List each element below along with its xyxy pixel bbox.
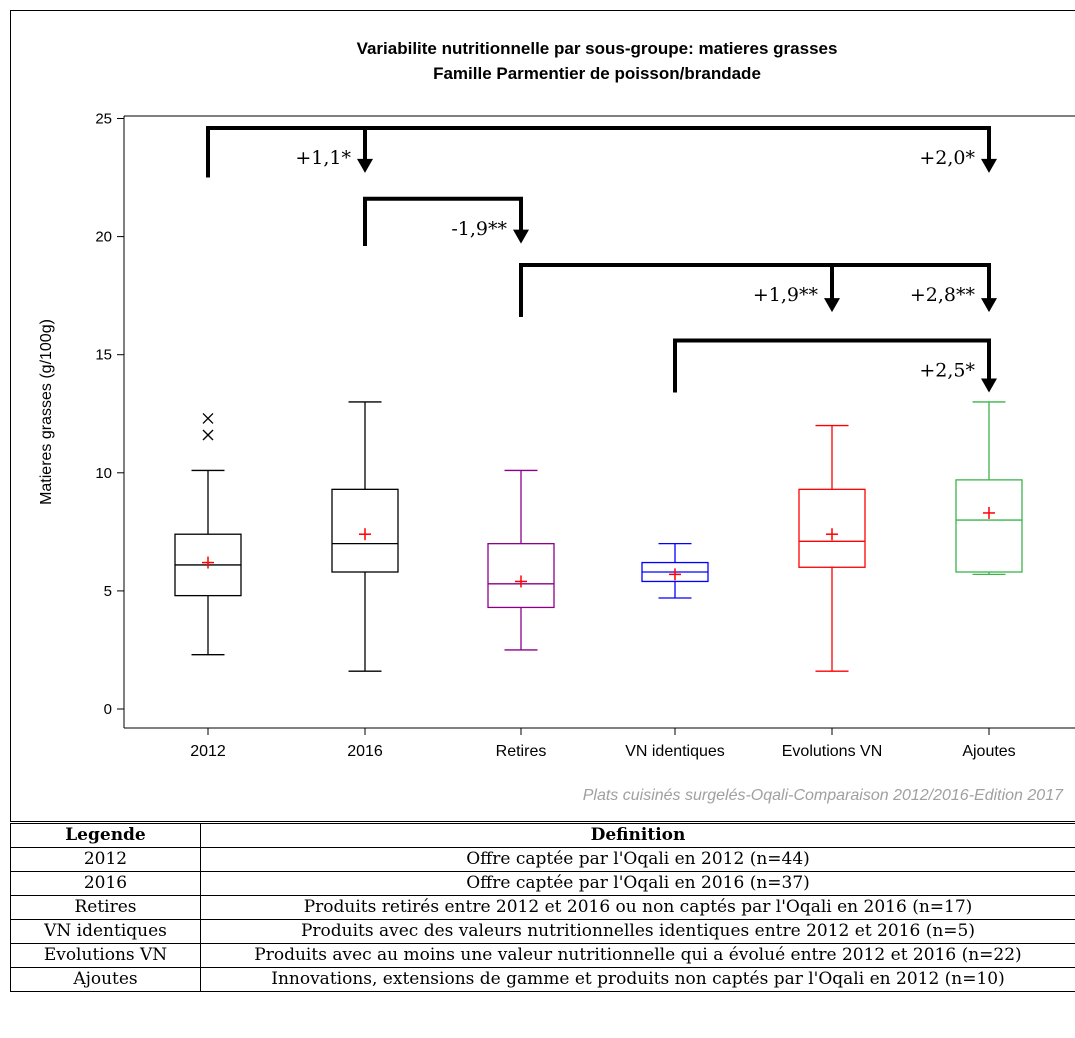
header-definition: Definition <box>200 823 1075 848</box>
row-definition: Produits avec des valeurs nutritionnelle… <box>200 919 1075 944</box>
significance-bracket <box>363 196 523 247</box>
y-tick-label: 10 <box>95 465 112 482</box>
y-tick-label: 25 <box>95 111 112 128</box>
significance-label: +2,8** <box>910 284 976 306</box>
table-row: VN identiques Produits avec des valeurs … <box>10 919 1075 944</box>
significance-bracket <box>519 262 991 317</box>
header-legende: Legende <box>10 823 201 848</box>
significance-label: -1,9** <box>451 218 507 240</box>
significance-arrowhead <box>981 378 997 393</box>
row-legend: Ajoutes <box>10 967 201 992</box>
significance-bracket <box>673 338 991 393</box>
boxplot-chart: Variabilite nutritionnelle par sous-grou… <box>38 39 1075 804</box>
y-tick-label: 15 <box>95 347 112 364</box>
x-tick-label: Evolutions VN <box>782 743 883 760</box>
source-note: Plats cuisinés surgelés-Oqali-Comparaiso… <box>583 787 1064 804</box>
y-tick-label: 20 <box>95 229 112 246</box>
y-axis-label: Matieres grasses (g/100g) <box>38 319 55 505</box>
table-row: Ajoutes Innovations, extensions de gamme… <box>10 967 1075 992</box>
x-tick-label: VN identiques <box>625 743 725 760</box>
outlier-point <box>202 429 214 441</box>
row-definition: Produits retirés entre 2012 et 2016 ou n… <box>200 895 1075 920</box>
x-tick-label: Ajoutes <box>962 743 1015 760</box>
legend-table: Legende Definition 2012 Offre captée par… <box>10 823 1075 992</box>
table-row: Evolutions VN Produits avec au moins une… <box>10 943 1075 968</box>
row-legend: 2016 <box>10 871 201 896</box>
significance-label: +2,5* <box>919 360 975 382</box>
row-definition: Innovations, extensions de gamme et prod… <box>200 967 1075 992</box>
table-row: Retires Produits retirés entre 2012 et 2… <box>10 895 1075 920</box>
row-definition: Produits avec au moins une valeur nutrit… <box>200 943 1075 968</box>
chart-title-line: Variabilite nutritionnelle par sous-grou… <box>357 39 838 58</box>
table-row: 2012 Offre captée par l'Oqali en 2012 (n… <box>10 847 1075 872</box>
y-tick-label: 5 <box>104 583 112 600</box>
outlier-point <box>202 413 214 424</box>
row-legend: Evolutions VN <box>10 943 201 968</box>
significance-label: +1,9** <box>753 284 819 306</box>
significance-arrowhead <box>357 158 373 173</box>
significance-label: +1,1* <box>295 147 351 169</box>
row-definition: Offre captée par l'Oqali en 2012 (n=44) <box>200 847 1075 872</box>
box-iqr <box>955 479 1023 573</box>
x-tick-label: 2012 <box>190 743 226 760</box>
row-legend: 2012 <box>10 847 201 872</box>
significance-arrowhead <box>513 229 529 244</box>
table-row: 2016 Offre captée par l'Oqali en 2016 (n… <box>10 871 1075 896</box>
significance-label: +2,0* <box>919 147 975 169</box>
chart-frame: Variabilite nutritionnelle par sous-grou… <box>10 10 1075 822</box>
row-legend: Retires <box>10 895 201 920</box>
significance-arrowhead <box>981 158 997 173</box>
row-legend: VN identiques <box>10 919 201 944</box>
x-tick-label: 2016 <box>347 743 383 760</box>
chart-title-line: Famille Parmentier de poisson/brandade <box>433 64 761 83</box>
significance-bracket <box>206 125 991 178</box>
significance-arrowhead <box>824 298 840 313</box>
x-tick-label: Retires <box>496 743 547 760</box>
row-definition: Offre captée par l'Oqali en 2016 (n=37) <box>200 871 1075 896</box>
significance-arrowhead <box>981 298 997 313</box>
legend-table-header: Legende Definition <box>10 823 1075 848</box>
y-tick-label: 0 <box>104 701 112 718</box>
